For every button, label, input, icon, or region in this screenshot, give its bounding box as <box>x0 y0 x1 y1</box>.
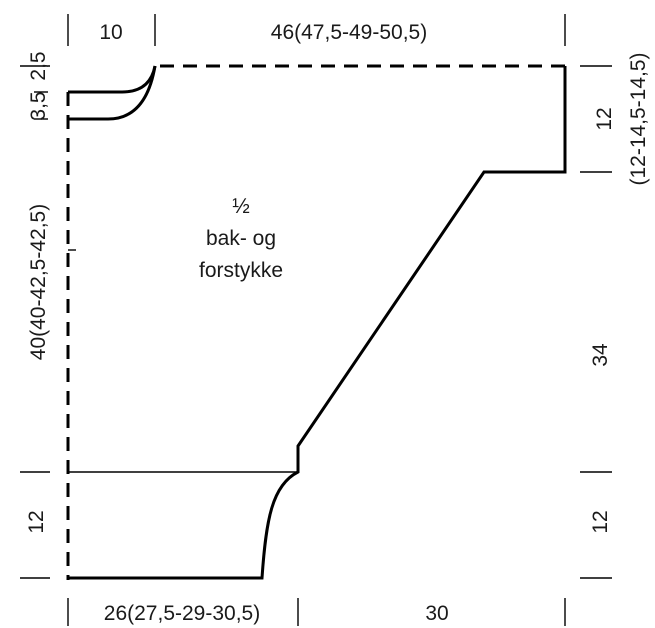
label-right-top-variant: (12-14,5-14,5) <box>627 52 650 185</box>
label-right-middle: 34 <box>589 343 612 367</box>
label-center-line3: forstykke <box>199 259 283 282</box>
label-left-bottom: 12 <box>25 510 48 533</box>
label-bottom-left: 26(27,5-29-30,5) <box>104 602 260 625</box>
label-top-right: 46(47,5-49-50,5) <box>271 21 427 44</box>
label-top-left: 10 <box>99 21 122 44</box>
label-center-line2: bak- og <box>206 227 276 250</box>
label-right-bottom: 12 <box>589 510 612 533</box>
neck-curve-back <box>68 65 157 94</box>
label-center-line1: ½ <box>232 195 250 218</box>
body-outline <box>68 66 567 580</box>
label-left-top-b: 3,5 <box>27 91 50 120</box>
label-left-top-a: 2,5 <box>27 51 50 80</box>
neck-curve-front <box>68 65 157 121</box>
label-right-top: 12 <box>593 107 616 130</box>
label-bottom-right: 30 <box>425 602 448 625</box>
label-left-middle: 40(40-42,5-42,5) <box>27 204 50 360</box>
